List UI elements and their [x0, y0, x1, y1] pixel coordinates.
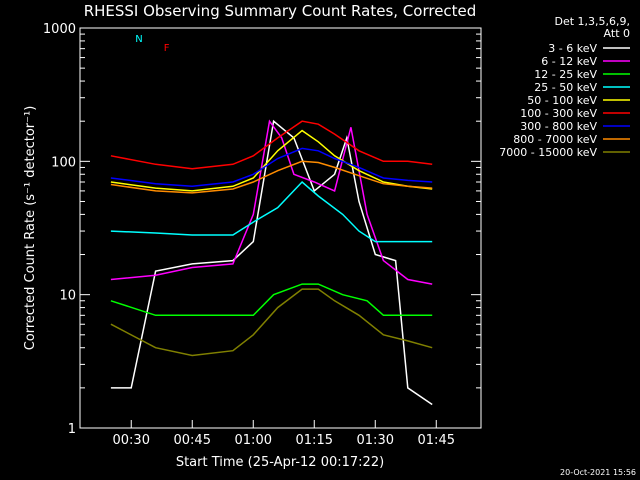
x-axis-label: Start Time (25-Apr-12 00:17:22) [176, 455, 384, 470]
legend-label: 7000 - 15000 keV [499, 146, 597, 159]
series-line-12-25-keV [110, 283, 433, 317]
x-tick-label: 00:30 [113, 433, 150, 448]
legend-label: 25 - 50 keV [534, 81, 597, 94]
legend-label: 12 - 25 keV [534, 68, 597, 81]
series-line-6-12-keV [110, 119, 433, 285]
y-tick-label: 100 [51, 155, 76, 170]
series-line-800-7000-keV [110, 160, 433, 194]
flag-f: F [164, 43, 170, 54]
flag-n: N [135, 34, 142, 45]
legend-label: 800 - 7000 keV [513, 133, 597, 146]
series-line-25-50-keV [110, 180, 433, 243]
x-axis: 00:30 00:45 01:00 01:15 01:30 01:45 [113, 420, 455, 448]
y-tick-label: 1 [68, 422, 76, 437]
y-axis-label: Corrected Count Rate (s⁻¹ detector⁻¹) [23, 106, 38, 351]
legend-label: 50 - 100 keV [527, 94, 597, 107]
series-line-3-6-keV [110, 119, 433, 406]
legend-label: 6 - 12 keV [541, 55, 597, 68]
x-tick-label: 01:30 [357, 433, 394, 448]
legend-label: 3 - 6 keV [548, 42, 597, 55]
x-tick-label: 00:45 [174, 433, 211, 448]
x-tick-label: 01:15 [296, 433, 333, 448]
legend-header-line-1: Det 1,3,5,6,9, [554, 15, 630, 28]
legend-label: 100 - 300 keV [520, 107, 597, 120]
y-tick-label: 1000 [43, 22, 76, 37]
plot-frame [79, 27, 482, 429]
series-group [110, 119, 433, 406]
series-line-50-100-keV [110, 129, 433, 192]
legend-header-line-2: Att 0 [604, 27, 630, 40]
series-line-7000-15000-keV [110, 288, 433, 357]
y-tick-label: 10 [59, 289, 76, 304]
chart-title: RHESSI Observing Summary Count Rates, Co… [84, 2, 477, 20]
series-line-100-300-keV [110, 120, 433, 170]
series-line-300-800-keV [110, 147, 433, 188]
x-tick-label: 01:00 [235, 433, 272, 448]
plot-area: NF [79, 27, 482, 429]
timestamp: 20-Oct-2021 15:56 [560, 468, 636, 477]
x-tick-label: 01:45 [418, 433, 455, 448]
y-axis: 1 10 100 1000 [43, 22, 481, 437]
legend-label: 300 - 800 keV [520, 120, 597, 133]
